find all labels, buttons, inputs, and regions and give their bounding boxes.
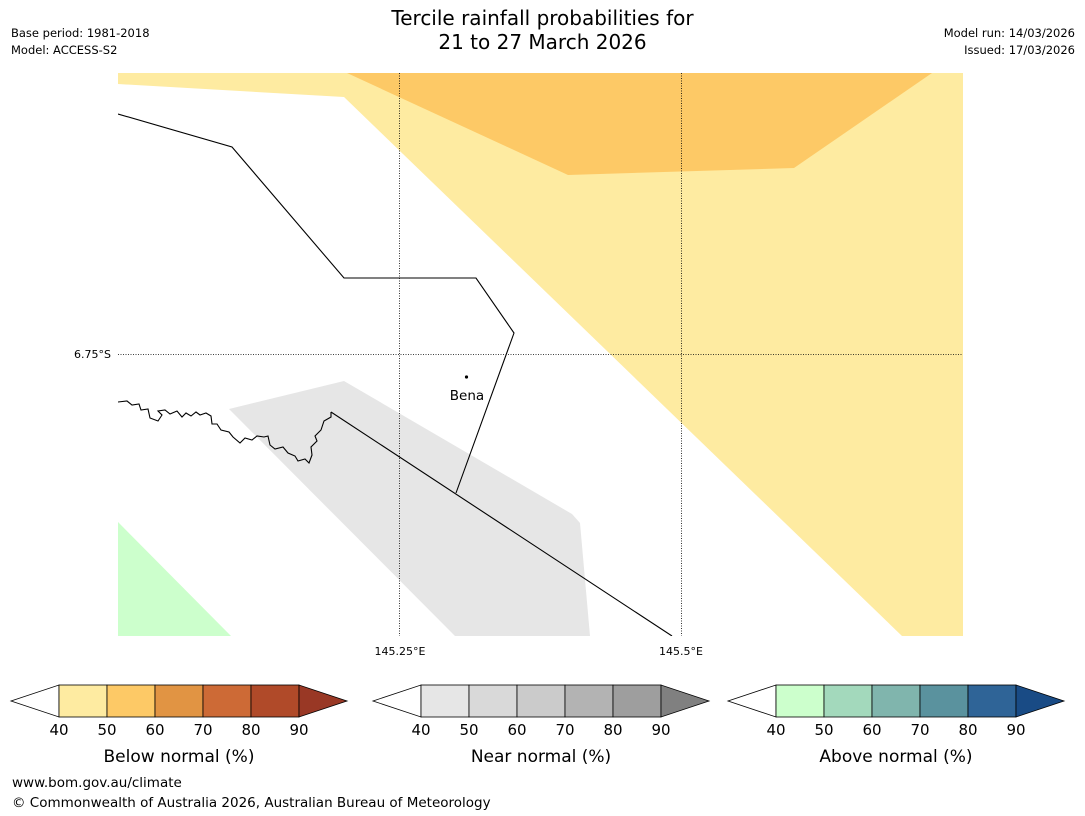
legend-above-tick-label: 60 <box>862 721 881 739</box>
legend-below-tick-label: 40 <box>49 721 68 739</box>
above-normal-40-50-region <box>118 522 231 636</box>
legend-above-tick-label: 40 <box>766 721 785 739</box>
issued-date: Issued: 17/03/2026 <box>964 43 1075 57</box>
boundary-line-north <box>118 113 515 494</box>
lon-label-145-5: 145.5°E <box>659 645 703 658</box>
map-panel <box>118 73 963 636</box>
legend-near-title: Near normal (%) <box>471 747 611 767</box>
title-line-2: 21 to 27 March 2026 <box>438 30 647 54</box>
legend-below-lower-extension <box>9 684 60 718</box>
legend-above-tick-label: 50 <box>814 721 833 739</box>
legend-below-segment <box>154 684 204 718</box>
legend-near-tick-label: 60 <box>507 721 526 739</box>
legend-below-tick-label: 50 <box>97 721 116 739</box>
legend-near-upper-extension <box>660 684 711 718</box>
legend-below-segment <box>58 684 108 718</box>
boundary-line-river <box>118 400 332 464</box>
near-normal-40-50-region <box>229 381 590 636</box>
legend-below-normal: 40 50 60 70 80 90 Below normal (%) <box>9 684 349 767</box>
legend-near-tick-label: 80 <box>603 721 622 739</box>
legend-above-title: Above normal (%) <box>819 747 972 767</box>
legend-near-segment <box>564 684 614 718</box>
legend-near-tick-label: 70 <box>555 721 574 739</box>
legend-below-tick-label: 60 <box>145 721 164 739</box>
legend-near-tick-label: 90 <box>651 721 670 739</box>
place-label-bena: Bena <box>450 388 484 404</box>
meta-left: Base period: 1981-2018 Model: ACCESS-S2 <box>11 25 150 59</box>
legend-below-upper-extension <box>298 684 349 718</box>
legend-above-tick-label: 70 <box>910 721 929 739</box>
legend-below-segment <box>106 684 156 718</box>
footer-url: www.bom.gov.au/climate <box>12 775 182 791</box>
legend-above-normal: 40 50 60 70 80 90 Above normal (%) <box>726 684 1066 767</box>
legend-below-segment <box>250 684 300 718</box>
legend-above-segment <box>775 684 825 718</box>
boundary-line-south <box>330 411 673 636</box>
legend-above-segment <box>823 684 873 718</box>
legend-above-segment <box>919 684 969 718</box>
legend-near-segment <box>468 684 518 718</box>
below-normal-40-50-region <box>118 73 963 636</box>
below-normal-50-60-region <box>347 73 932 175</box>
model-run: Model run: 14/03/2026 <box>943 26 1075 40</box>
legend-below-segment <box>202 684 252 718</box>
map-title: Tercile rainfall probabilities for 21 to… <box>0 6 1085 54</box>
legend-above-upper-extension <box>1015 684 1066 718</box>
legend-near-segment <box>516 684 566 718</box>
legend-below-tick-label: 80 <box>241 721 260 739</box>
legend-above-tick-label: 90 <box>1006 721 1025 739</box>
legend-near-tick-label: 50 <box>459 721 478 739</box>
bena-marker <box>464 375 469 379</box>
lon-label-145-25: 145.25°E <box>375 645 426 658</box>
lat-label: 6.75°S <box>74 348 111 361</box>
legend-below-tick-label: 90 <box>289 721 308 739</box>
legend-above-tick-label: 80 <box>958 721 977 739</box>
legend-below-title: Below normal (%) <box>104 747 255 767</box>
base-period: Base period: 1981-2018 <box>11 26 150 40</box>
title-line-1: Tercile rainfall probabilities for <box>391 6 694 30</box>
legend-near-normal: 40 50 60 70 80 90 Near normal (%) <box>371 684 711 767</box>
meta-right: Model run: 14/03/2026 Issued: 17/03/2026 <box>944 25 1075 59</box>
legend-near-lower-extension <box>371 684 422 718</box>
model-name: Model: ACCESS-S2 <box>11 43 118 57</box>
legend-below-tick-label: 70 <box>193 721 212 739</box>
legend-near-segment <box>612 684 662 718</box>
legend-above-segment <box>967 684 1017 718</box>
legend-above-segment <box>871 684 921 718</box>
legend-near-tick-label: 40 <box>411 721 430 739</box>
legend-near-segment <box>420 684 470 718</box>
footer-copyright: © Commonwealth of Australia 2026, Austra… <box>12 795 491 811</box>
legend-above-lower-extension <box>726 684 777 718</box>
